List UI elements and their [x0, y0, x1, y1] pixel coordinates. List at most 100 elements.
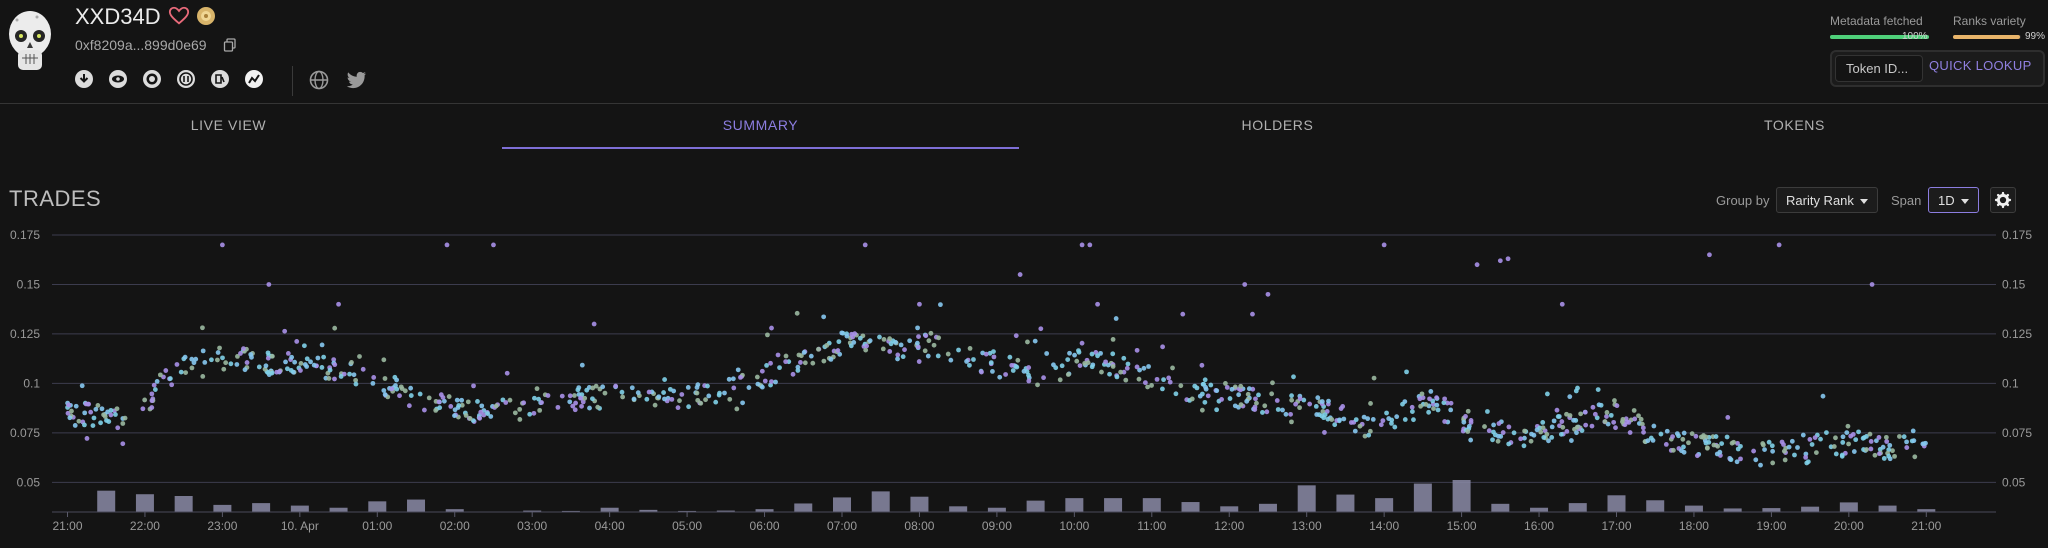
trade-point	[471, 383, 476, 389]
trade-point	[69, 408, 74, 414]
trade-point	[1715, 443, 1721, 449]
trade-point	[1124, 365, 1130, 371]
globe-icon[interactable]	[309, 70, 329, 90]
trade-point	[371, 375, 377, 380]
trade-point	[1134, 347, 1140, 353]
trade-point	[948, 357, 954, 363]
target-icon[interactable]	[142, 69, 162, 89]
trade-point	[183, 370, 189, 375]
y-tick-label-left: 0.125	[10, 327, 40, 341]
trade-point	[991, 354, 997, 360]
x-tick-label: 02:00	[440, 519, 470, 533]
trade-point	[796, 352, 802, 358]
trade-point	[1728, 457, 1734, 463]
trade-point	[1329, 417, 1335, 422]
trade-point	[1283, 411, 1289, 417]
group-by-select[interactable]: Rarity Rank	[1776, 187, 1878, 213]
trade-point	[620, 394, 626, 400]
tab-holders[interactable]: HOLDERS	[1241, 117, 1314, 133]
x-tick-label: 01:00	[362, 519, 392, 533]
trade-point	[735, 367, 741, 373]
trade-point	[360, 366, 366, 372]
trade-point	[1275, 407, 1281, 412]
trade-point	[327, 367, 333, 373]
trade-point	[1679, 448, 1684, 454]
trade-point	[1789, 438, 1795, 444]
trade-point	[1067, 350, 1072, 356]
volume-bar	[1452, 480, 1471, 512]
tab-tokens[interactable]: TOKENS	[1764, 117, 1825, 133]
volume-bar	[407, 499, 426, 512]
trade-point	[202, 359, 208, 365]
trade-point	[1145, 384, 1150, 390]
trade-point	[88, 409, 94, 415]
trade-point	[1426, 409, 1432, 415]
coin-icon[interactable]	[176, 69, 196, 89]
trade-point	[1448, 407, 1454, 413]
download-icon[interactable]	[74, 69, 94, 89]
trade-point	[1856, 429, 1861, 435]
heart-icon[interactable]	[168, 5, 190, 27]
trade-point	[66, 402, 71, 408]
eye-icon[interactable]	[108, 69, 128, 89]
volume-bar	[1142, 498, 1161, 512]
volume-bar	[1026, 500, 1045, 512]
trade-point	[1121, 369, 1127, 375]
token-id-input[interactable]	[1835, 55, 1923, 82]
y-tick-label-right: 0.125	[2002, 327, 2032, 341]
trade-point	[1583, 422, 1589, 428]
trade-point	[1595, 387, 1601, 393]
trade-point	[149, 398, 155, 404]
trade-point	[265, 350, 271, 356]
trade-point	[1089, 351, 1095, 357]
trade-point	[1322, 430, 1327, 435]
x-tick-label: 03:00	[517, 519, 547, 533]
trade-point	[675, 405, 681, 411]
x-tick-label: 10:00	[1059, 519, 1089, 533]
trade-point	[679, 392, 685, 397]
trade-point	[1762, 447, 1767, 453]
trade-point	[902, 347, 907, 353]
trade-point	[1245, 391, 1251, 397]
trade-point	[200, 348, 206, 354]
trade-point	[277, 369, 283, 374]
volume-bar	[174, 496, 193, 512]
quick-lookup-button[interactable]: QUICK LOOKUP	[1929, 58, 2032, 73]
trade-point	[1434, 402, 1440, 408]
trade-point	[289, 354, 295, 360]
trade-point	[1840, 440, 1846, 445]
trade-point	[304, 356, 310, 362]
gear-icon[interactable]	[1990, 187, 2016, 213]
trade-point	[1384, 410, 1389, 416]
trade-point	[862, 242, 868, 248]
trade-point	[1833, 435, 1838, 441]
tab-summary[interactable]: SUMMARY	[722, 117, 799, 133]
span-select[interactable]: 1D	[1928, 187, 1979, 213]
trade-point	[357, 354, 362, 359]
trade-point	[436, 399, 442, 405]
tab-live-view[interactable]: LIVE VIEW	[190, 117, 267, 133]
trade-point	[769, 379, 774, 384]
trade-point	[99, 406, 105, 412]
trade-point	[120, 441, 126, 447]
trade-point	[1057, 377, 1063, 383]
trade-point	[836, 339, 842, 345]
x-tick-label: 05:00	[672, 519, 702, 533]
trade-point	[1624, 419, 1630, 425]
x-tick-label: 04:00	[595, 519, 625, 533]
trade-point	[1694, 453, 1700, 459]
trade-point	[228, 361, 234, 367]
trade-point	[922, 348, 928, 354]
trade-point	[1636, 413, 1641, 419]
chart-icon[interactable]	[244, 69, 264, 89]
volume-bar	[987, 507, 1006, 512]
x-tick-label: 10. Apr	[281, 519, 319, 533]
twitter-icon[interactable]	[345, 70, 367, 90]
trade-point	[1427, 396, 1432, 402]
trade-point	[1781, 448, 1787, 454]
trade-point	[182, 354, 188, 360]
copy-icon[interactable]	[223, 38, 237, 52]
trade-point	[964, 359, 969, 364]
book-icon[interactable]	[210, 69, 230, 89]
trade-point	[167, 376, 173, 381]
